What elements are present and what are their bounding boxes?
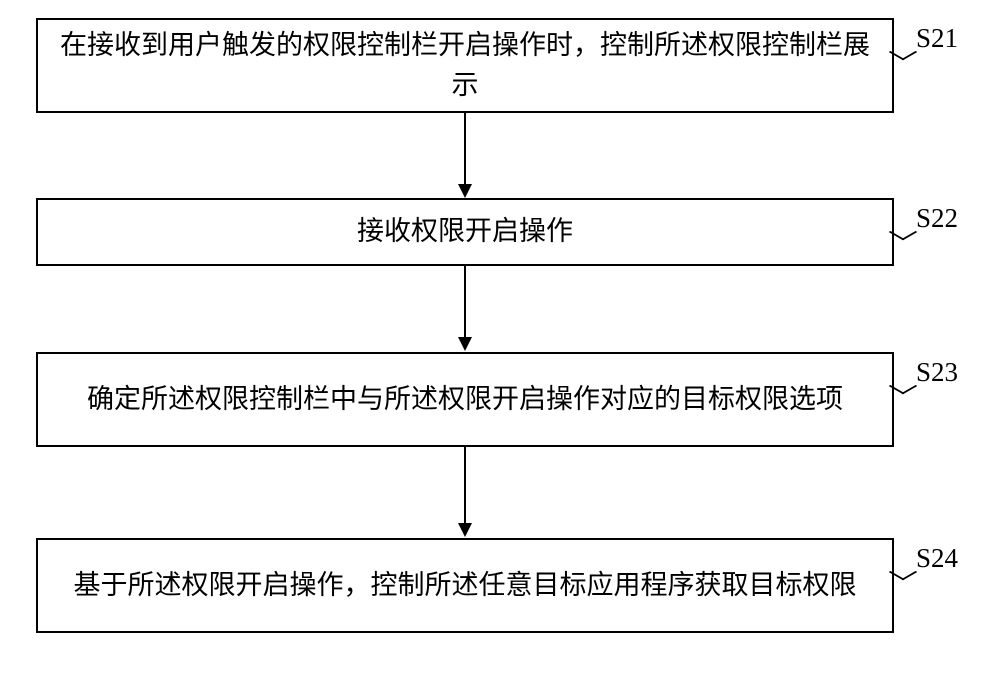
label-s23: S23 — [916, 357, 958, 388]
label-s22: S22 — [916, 203, 958, 234]
flow-step-s23-text: 确定所述权限控制栏中与所述权限开启操作对应的目标权限选项 — [87, 380, 843, 419]
flow-step-s24-text: 基于所述权限开启操作，控制所述任意目标应用程序获取目标权限 — [74, 566, 857, 605]
arrow-s23-s24 — [455, 447, 475, 538]
flow-step-s22-text: 接收权限开启操作 — [357, 212, 573, 251]
flow-step-s21: 在接收到用户触发的权限控制栏开启操作时，控制所述权限控制栏展示 — [36, 18, 894, 113]
arrow-s22-s23 — [455, 266, 475, 352]
flow-step-s21-text: 在接收到用户触发的权限控制栏开启操作时，控制所述权限控制栏展示 — [58, 26, 872, 104]
arrow-s21-s22 — [455, 113, 475, 199]
label-s21: S21 — [916, 23, 958, 54]
label-s24: S24 — [916, 543, 958, 574]
flow-step-s23: 确定所述权限控制栏中与所述权限开启操作对应的目标权限选项 — [36, 352, 894, 447]
flow-step-s24: 基于所述权限开启操作，控制所述任意目标应用程序获取目标权限 — [36, 538, 894, 633]
flow-step-s22: 接收权限开启操作 — [36, 198, 894, 266]
